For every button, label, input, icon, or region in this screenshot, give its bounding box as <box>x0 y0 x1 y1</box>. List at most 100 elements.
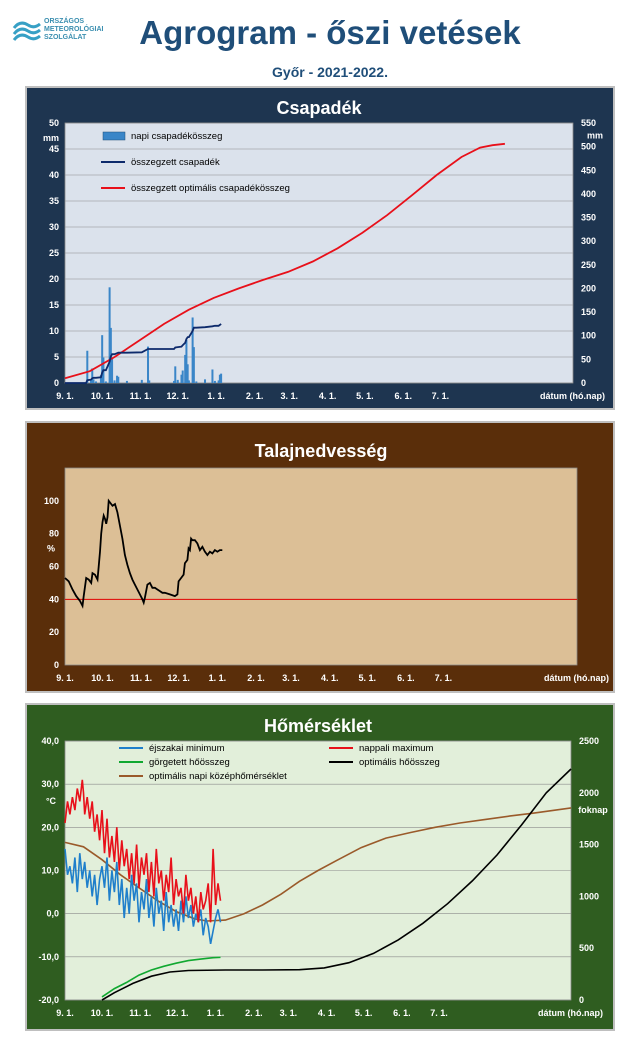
legend-label-optimal-gdd-line: optimális hőösszeg <box>359 757 440 768</box>
y-tick-label: -10,0 <box>38 952 59 962</box>
optimal-cumulative-precip-line <box>64 142 506 380</box>
daily-precip-bar <box>147 346 150 383</box>
x-tick-label: 9. 1. <box>56 673 74 683</box>
y-tick-label: 40 <box>49 170 59 180</box>
daily-precip-bar <box>174 366 177 383</box>
y-tick-label: 40,0 <box>41 736 59 746</box>
temperature-chart-panel: Hőmérséklet -20,0 -10,0 0,0 10,0 20,0 30,0 40,0… <box>25 703 615 1031</box>
daily-precip-bar <box>187 380 190 383</box>
daily-precip-bar <box>99 375 102 383</box>
y-tick-label: 30 <box>49 222 59 232</box>
y-tick-label: 5 <box>54 352 59 362</box>
y2-tick-label: 1000 <box>579 891 599 901</box>
y-tick-label: 100 <box>44 496 59 506</box>
x-tick-label: 7. 1. <box>430 1008 448 1018</box>
soil-moisture-chart: Talajnedvesség 0 20 40 60 80 100% 9. 1. 10. 1. 11… <box>44 441 609 683</box>
y2-tick-label: 550 <box>581 118 596 128</box>
right-axis-unit: mm <box>587 131 603 141</box>
x-tick-label: 3. 1. <box>282 673 300 683</box>
legend-label-optimal-mean-temp-line: optimális napi középhőmérséklet <box>149 771 287 782</box>
page-subtitle: Győr - 2021-2022. <box>272 64 388 80</box>
y2-tick-label: 250 <box>581 260 596 270</box>
legend-label-cumulative-precip: összegzett csapadék <box>131 157 220 168</box>
omsz-logo <box>10 16 130 52</box>
x-tick-label: 12. 1. <box>167 673 190 683</box>
daily-precip-bar <box>111 358 114 383</box>
legend-swatch-daily-precip <box>102 131 126 141</box>
y2-tick-label: 2000 <box>579 788 599 798</box>
chart-title: Hőmérséklet <box>264 716 372 736</box>
daily-precip-bar <box>217 380 220 383</box>
temperature-chart: Hőmérséklet -20,0 -10,0 0,0 10,0 20,0 30,0 40,0… <box>38 716 608 1018</box>
y2-tick-label: 100 <box>581 331 596 341</box>
x-tick-label: 5. 1. <box>358 673 376 683</box>
wave-logo-icon <box>12 21 41 41</box>
y2-tick-label: 200 <box>581 283 596 293</box>
x-tick-label: 1. 1. <box>209 673 227 683</box>
daily-precip-bar <box>181 370 184 383</box>
cumulative-precip-line <box>65 323 222 384</box>
y2-tick-label: 500 <box>579 943 594 953</box>
x-tick-label: 3. 1. <box>281 391 299 401</box>
soil-moisture-line <box>64 498 223 609</box>
y2-tick-label: 0 <box>581 378 586 388</box>
y-tick-label: 0 <box>54 378 59 388</box>
right-axis-unit: foknap <box>578 805 608 815</box>
org-line-1: ORSZÁGOS <box>44 18 85 25</box>
y-tick-label: 15 <box>49 300 59 310</box>
x-axis-label: dátum (hó.nap) <box>540 391 605 401</box>
legend-label-rolling-gdd-line: görgetett hőösszeg <box>149 757 230 768</box>
y2-tick-label: 500 <box>581 142 596 152</box>
legend-label-optimal-precip: összegzett optimális csapadékösszeg <box>131 183 290 194</box>
plot-area <box>64 467 578 666</box>
x-tick-label: 9. 1. <box>56 391 74 401</box>
x-tick-label: 12. 1. <box>166 391 189 401</box>
x-tick-label: 3. 1. <box>280 1008 298 1018</box>
y2-tick-label: 50 <box>581 354 591 364</box>
x-tick-label: 1. 1. <box>207 1008 225 1018</box>
daily-precip-bar <box>213 380 216 383</box>
rolling-gdd-line <box>101 956 221 998</box>
x-tick-label: 11. 1. <box>129 1008 151 1018</box>
y-tick-label: 20 <box>49 627 59 637</box>
daily-precip-bar <box>140 379 143 383</box>
org-line-2: METEOROLÓGIAI <box>44 26 104 33</box>
daily-precip-bar <box>211 369 214 383</box>
y-tick-label: 0,0 <box>46 909 59 919</box>
x-tick-label: 4. 1. <box>318 1008 336 1018</box>
x-tick-label: 11. 1. <box>130 391 152 401</box>
x-tick-label: 10. 1. <box>91 1008 114 1018</box>
x-tick-label: 2. 1. <box>245 1008 263 1018</box>
daily-precip-bar <box>192 347 195 383</box>
legend-label-daily-precip: napi csapadékösszeg <box>131 131 222 142</box>
page-header: ORSZÁGOS METEOROLÓGIAI SZOLGÁLAT Agrogra… <box>0 0 640 88</box>
daily-precip-bar <box>195 381 198 383</box>
left-axis-unit: % <box>47 544 55 554</box>
daily-precip-bar <box>90 379 93 383</box>
y-tick-label: 10,0 <box>41 866 59 876</box>
precipitation-chart: Csapadék 0 5 10 15 20 25 30 35 40 45 50 mm 0 50 100 150 2… <box>43 98 605 401</box>
daily-precip-bar <box>108 287 111 383</box>
y-tick-label: 20,0 <box>41 822 59 832</box>
y-tick-label: 45 <box>49 144 59 154</box>
x-tick-label: 10. 1. <box>91 391 114 401</box>
daily-precip-bar <box>125 380 128 383</box>
daily-precip-bar <box>186 364 189 383</box>
y-tick-label: 30,0 <box>41 779 59 789</box>
left-axis-unit: °C <box>46 796 57 806</box>
day-max-line <box>64 779 222 923</box>
y2-tick-label: 0 <box>579 995 584 1005</box>
x-tick-label: 6. 1. <box>394 391 412 401</box>
daily-precip-bar <box>185 339 188 383</box>
daily-precip-bar <box>220 373 223 383</box>
daily-precip-bar <box>180 374 183 383</box>
chart-title: Csapadék <box>276 98 362 118</box>
y-tick-label: 35 <box>49 196 59 206</box>
x-tick-label: 10. 1. <box>91 673 114 683</box>
x-tick-label: 6. 1. <box>397 673 415 683</box>
daily-precip-bar <box>94 381 97 383</box>
daily-precip-bar <box>116 375 119 383</box>
daily-precip-bar <box>91 368 94 383</box>
daily-precip-bar <box>86 350 89 383</box>
x-tick-label: 9. 1. <box>56 1008 74 1018</box>
